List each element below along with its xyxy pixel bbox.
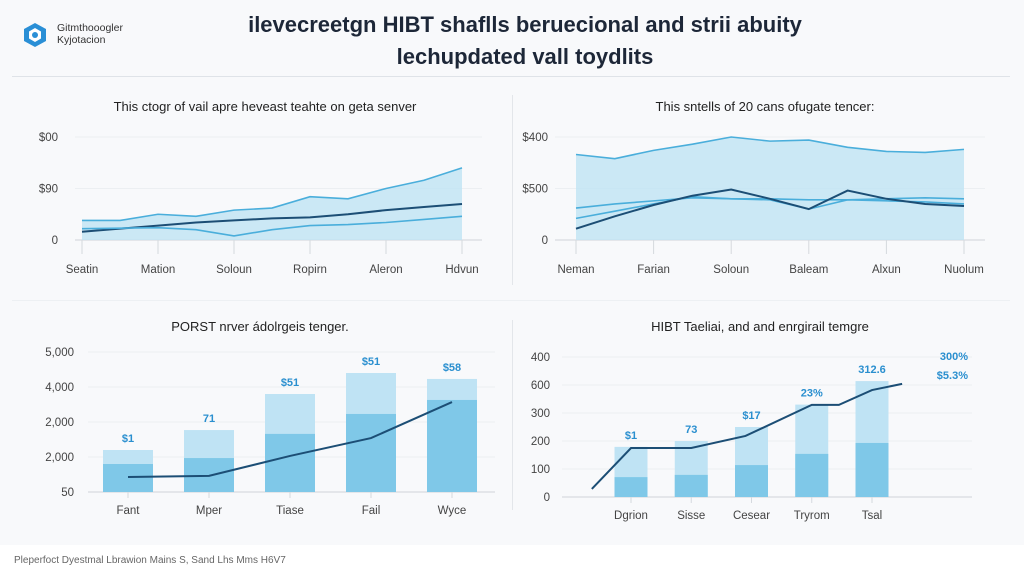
y-tick-label: $00 [39,132,58,144]
bar-lower [346,413,396,492]
data-label: 312.6 [858,364,886,376]
row-divider [12,300,1010,301]
bar-lower [855,442,889,497]
bar-lower [265,433,315,492]
x-tick-label: Ropirn [293,264,327,276]
trend-line [591,382,903,490]
x-tick-label: Neman [557,264,594,276]
area-fill [82,167,462,240]
x-tick-label: Sisse [677,510,705,522]
y-tick-label: 100 [531,464,550,476]
x-tick-label: Dgrion [614,510,648,522]
y-tick-label: 2,000 [45,417,74,429]
y-tick-label: $500 [522,184,548,196]
y-tick-label: $90 [39,184,58,196]
x-tick-label: Hdvun [445,264,478,276]
data-label: 23% [801,388,823,400]
y-tick-label: 400 [531,352,550,364]
data-label: $17 [742,410,760,422]
hexagon-logo-icon [24,23,46,47]
x-tick-label: Farian [637,264,670,276]
data-label: $58 [443,362,461,374]
x-tick-label: Wyce [438,505,467,517]
brand-line-2: Kyjotacion [57,34,106,46]
x-tick-label: Cesear [733,510,770,522]
y-tick-label: 2,000 [45,452,74,464]
x-tick-label: Soloun [713,264,749,276]
chart-2-title: This sntells of 20 cans ofugate tencer: [655,99,875,114]
y-tick-label: 5,000 [45,347,74,359]
data-label: $1 [625,430,637,442]
data-label: $1 [122,433,134,445]
y-tick-label: 200 [531,436,550,448]
bar-lower [674,474,708,497]
annotation-label: 300% [940,351,968,363]
x-tick-label: Fail [362,505,381,517]
area-fill [576,137,964,240]
series-line [81,202,463,233]
data-label: $51 [281,377,299,389]
x-tick-label: Mper [196,505,222,517]
y-tick-label: 4,000 [45,382,74,394]
data-label: 73 [685,424,697,436]
chart-1-title: This ctogr of vail apre heveast teahte o… [113,99,417,114]
chart-4-title: HIBT Taeliai, and and enrgirail temgre [651,319,869,334]
y-tick-label: 0 [544,492,550,504]
x-tick-label: Aleron [369,264,402,276]
y-tick-label: 0 [542,235,548,247]
page-subtitle: lechupdated vall toydlits [396,44,654,69]
x-tick-label: Alxun [872,264,901,276]
x-tick-label: Tiase [276,505,304,517]
chart-3-title: PORST nrver ádolrgeis tenger. [171,319,349,334]
series-line [575,136,965,160]
x-tick-label: Mation [141,264,176,276]
y-tick-label: 50 [61,487,74,499]
bar-lower [795,453,829,497]
series-line [575,188,965,230]
x-tick-label: Tryrom [794,510,830,522]
bar-lower [103,464,153,492]
series-line [81,215,463,237]
data-label: $51 [362,356,380,368]
x-tick-label: Baleam [789,264,828,276]
trend-line [127,401,453,478]
y-tick-label: $400 [522,132,548,144]
x-tick-label: Nuolum [944,264,984,276]
brand-line-1: Gitmthooogler [57,22,123,34]
y-tick-label: 300 [531,408,550,420]
column-divider-bottom [512,320,513,510]
column-divider-top [512,95,513,285]
x-tick-label: Soloun [216,264,252,276]
footer-text: Pleperfoct Dyestmal Lbrawion Mains S, Sa… [14,555,286,566]
series-line [82,167,463,222]
x-tick-label: Fant [116,505,140,517]
y-tick-label: 600 [531,380,550,392]
x-tick-label: Tsal [862,510,882,522]
bar-lower [427,399,477,492]
header-divider [12,76,1010,77]
page-title: ilevecreetgn HIBT shaflls beruecional an… [248,12,802,37]
data-label: 71 [203,413,215,425]
x-tick-label: Seatin [66,264,99,276]
brand-name: Gitmthooogler Kyjotacion [57,22,123,46]
annotation-label: $5.3% [937,370,968,382]
bar-lower [614,477,648,497]
bar-lower [735,465,768,497]
footer: Pleperfoct Dyestmal Lbrawion Mains S, Sa… [0,545,1024,576]
y-tick-label: 0 [52,235,58,247]
